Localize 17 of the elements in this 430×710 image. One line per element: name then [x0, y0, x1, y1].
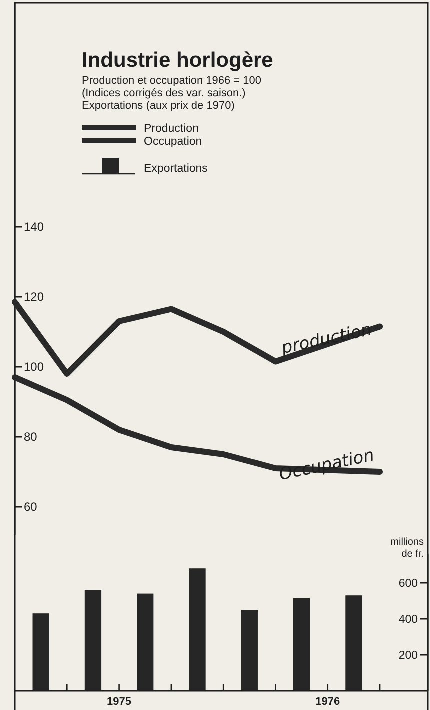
y-tick-label: 60 — [24, 500, 38, 514]
x-tick-label: 1975 — [107, 696, 132, 708]
y-tick-label: 80 — [24, 430, 38, 444]
y2-tick-label: 400 — [398, 614, 418, 626]
text: Industrie horlogère — [82, 49, 274, 72]
x-tick-label: 1976 — [316, 696, 340, 708]
text: Production et occupation 1966 = 100 (Indices corrigés des var. saison.) Exportations (aux prix de 1970) — [82, 75, 262, 112]
y2-axis-title: millions de fr. — [390, 537, 424, 560]
legend-label: Exportations — [144, 163, 208, 175]
legend-label: Occupation — [144, 136, 202, 148]
annotation: Occupation — [278, 446, 376, 486]
legend-label: Production — [144, 123, 199, 135]
y-tick-label: 140 — [24, 220, 44, 234]
y-tick-label: 120 — [24, 290, 44, 304]
y-tick-label: 100 — [24, 360, 44, 374]
y2-tick-label: 200 — [398, 650, 418, 662]
y2-tick-label: 600 — [398, 578, 418, 590]
